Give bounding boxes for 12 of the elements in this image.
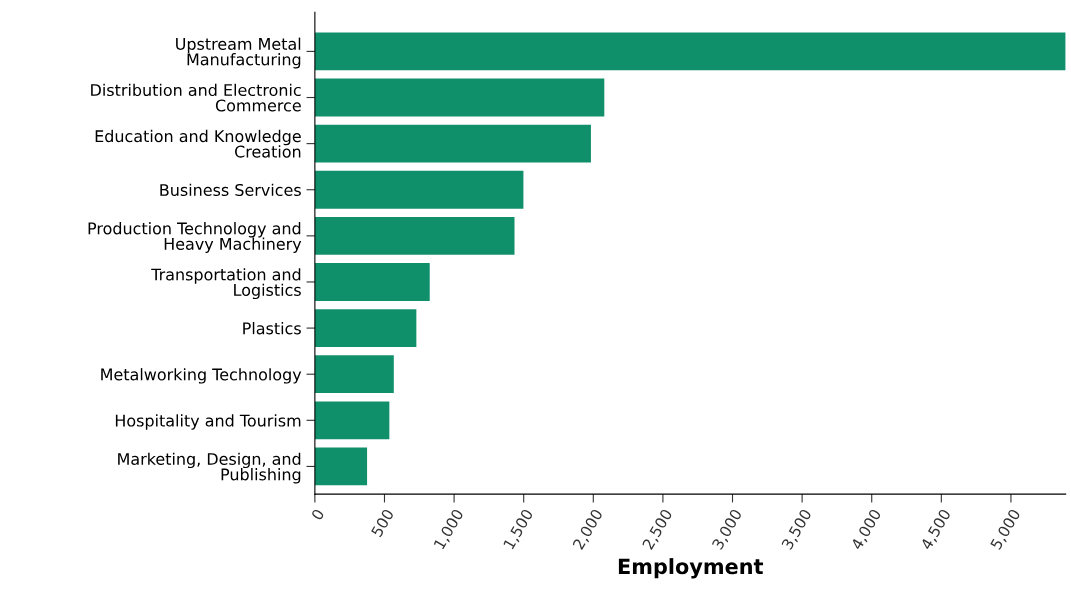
y-tick-label: Metalworking Technology [101, 368, 302, 384]
y-tick-label: Transportation and Logistics [151, 268, 301, 300]
y-tick-label: Upstream Metal Manufacturing [176, 37, 301, 69]
y-tick-label: Education and Knowledge Creation [95, 129, 301, 158]
y-tick-label: Marketing, Design, and Publishing [118, 452, 301, 484]
x-tick-label: 0 [310, 508, 325, 521]
y-tick-label: Production Technology and Heavy Machinery [88, 222, 302, 253]
y-tick-label: Distribution and Electronic Commerce [91, 83, 301, 112]
y-tick-label: Hospitality and Tourism [115, 414, 301, 430]
y-tick-label: Plastics [243, 322, 301, 335]
y-tick-label: Business Services [160, 183, 301, 197]
x-axis-title: Employment [618, 558, 764, 579]
